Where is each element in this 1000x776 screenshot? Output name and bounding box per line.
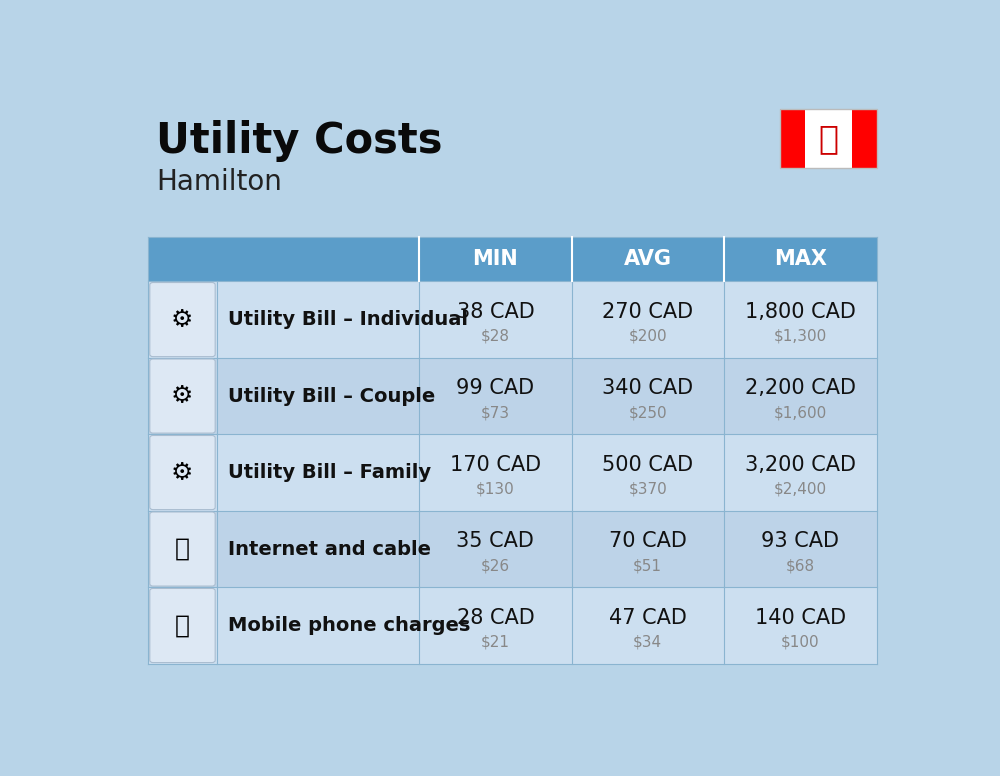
Text: MIN: MIN [473,249,518,269]
Text: $34: $34 [633,635,662,650]
Text: 500 CAD: 500 CAD [602,455,693,475]
Text: $1,600: $1,600 [774,405,827,421]
Text: $2,400: $2,400 [774,482,827,497]
Text: 2,200 CAD: 2,200 CAD [745,379,856,398]
Text: $1,300: $1,300 [774,329,827,344]
Text: 99 CAD: 99 CAD [456,379,534,398]
Text: $100: $100 [781,635,820,650]
FancyBboxPatch shape [150,282,215,357]
FancyBboxPatch shape [852,109,877,168]
Text: 35 CAD: 35 CAD [456,532,534,552]
Text: ⚙️: ⚙️ [171,460,194,484]
Text: 170 CAD: 170 CAD [450,455,541,475]
FancyBboxPatch shape [148,435,877,511]
Text: 🍁: 🍁 [818,122,838,155]
Text: ⚙️: ⚙️ [171,384,194,408]
Text: $51: $51 [633,559,662,573]
FancyBboxPatch shape [780,109,877,168]
FancyBboxPatch shape [148,237,877,282]
FancyBboxPatch shape [148,358,877,435]
Text: Utility Bill – Individual: Utility Bill – Individual [228,310,468,329]
Text: 38 CAD: 38 CAD [457,302,534,322]
Text: MAX: MAX [774,249,827,269]
Text: 28 CAD: 28 CAD [457,608,534,628]
FancyBboxPatch shape [150,512,215,586]
FancyBboxPatch shape [150,359,215,433]
Text: 📶: 📶 [175,537,190,561]
Text: $130: $130 [476,482,515,497]
FancyBboxPatch shape [148,511,877,587]
Text: $250: $250 [628,405,667,421]
Text: $21: $21 [481,635,510,650]
Text: $28: $28 [481,329,510,344]
Text: 1,800 CAD: 1,800 CAD [745,302,856,322]
Text: $370: $370 [628,482,667,497]
Text: 270 CAD: 270 CAD [602,302,693,322]
FancyBboxPatch shape [148,282,877,358]
FancyBboxPatch shape [150,435,215,510]
Text: $26: $26 [481,559,510,573]
Text: $68: $68 [786,559,815,573]
Text: 47 CAD: 47 CAD [609,608,687,628]
Text: Hamilton: Hamilton [156,168,282,196]
Text: AVG: AVG [624,249,672,269]
Text: Utility Bill – Family: Utility Bill – Family [228,463,431,482]
Text: 📱: 📱 [175,614,190,638]
Text: Internet and cable: Internet and cable [228,539,431,559]
Text: $200: $200 [628,329,667,344]
Text: Utility Costs: Utility Costs [156,120,442,162]
FancyBboxPatch shape [150,588,215,663]
Text: Mobile phone charges: Mobile phone charges [228,616,471,635]
Text: Utility Bill – Couple: Utility Bill – Couple [228,386,436,406]
FancyBboxPatch shape [780,109,805,168]
Text: $73: $73 [481,405,510,421]
Text: 70 CAD: 70 CAD [609,532,687,552]
Text: 340 CAD: 340 CAD [602,379,693,398]
Text: ⚙️: ⚙️ [171,307,194,331]
Text: 140 CAD: 140 CAD [755,608,846,628]
Text: 3,200 CAD: 3,200 CAD [745,455,856,475]
Text: 93 CAD: 93 CAD [761,532,839,552]
FancyBboxPatch shape [148,587,877,663]
